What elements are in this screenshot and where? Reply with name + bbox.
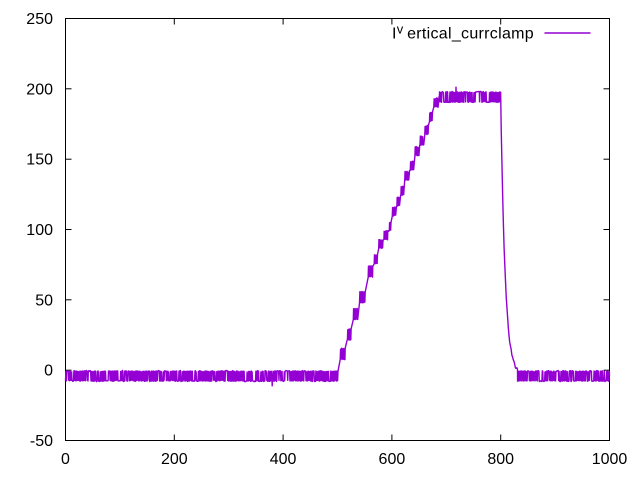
svg-text:1000: 1000 <box>592 451 628 468</box>
svg-text:600: 600 <box>379 451 406 468</box>
svg-text:100: 100 <box>26 222 53 239</box>
svg-text:200: 200 <box>161 451 188 468</box>
svg-text:800: 800 <box>487 451 514 468</box>
svg-text:250: 250 <box>26 11 53 28</box>
svg-text:-50: -50 <box>30 433 53 450</box>
svg-text:50: 50 <box>35 292 53 309</box>
svg-text:0: 0 <box>44 363 53 380</box>
svg-text:0: 0 <box>61 451 70 468</box>
svg-text:150: 150 <box>26 152 53 169</box>
svg-text:200: 200 <box>26 81 53 98</box>
svg-text:400: 400 <box>270 451 297 468</box>
